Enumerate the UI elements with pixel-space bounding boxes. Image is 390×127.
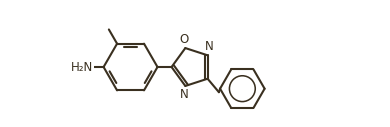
Text: N: N [204, 40, 213, 53]
Text: H₂N: H₂N [71, 61, 94, 74]
Text: O: O [179, 33, 189, 46]
Text: N: N [180, 88, 188, 101]
